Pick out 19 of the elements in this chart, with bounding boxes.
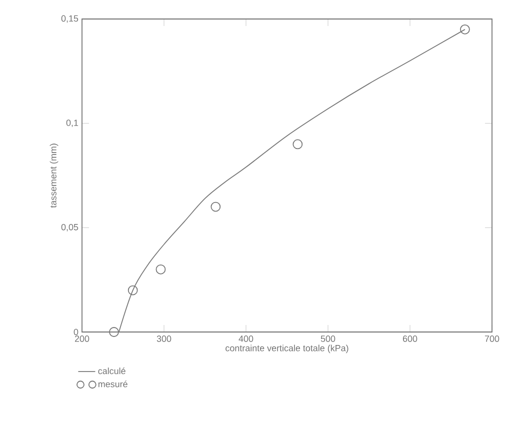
x-axis-title: contrainte verticale totale (kPa) [226,344,348,354]
y-tick-label: 0 [74,328,78,336]
y-tick-label: 0,15 [61,15,78,23]
x-tick-label: 500 [320,336,336,342]
point [210,202,221,212]
y-tick-label: 0,1 [66,120,78,128]
x-tick-label: 700 [484,336,500,342]
point [292,139,303,150]
legend-label: calculé [98,367,126,374]
y-tick-label: 0,05 [61,224,78,232]
x-tick-label: 300 [156,336,172,342]
point [156,264,166,274]
point [128,285,138,296]
y-axis-title: tassement (mm) [50,144,58,208]
legend-label: mesuré [98,380,128,388]
x-tick-label: 600 [402,336,418,342]
point [460,24,470,34]
x-tick-label: 200 [74,336,90,342]
x-tick-label: 400 [238,336,254,342]
